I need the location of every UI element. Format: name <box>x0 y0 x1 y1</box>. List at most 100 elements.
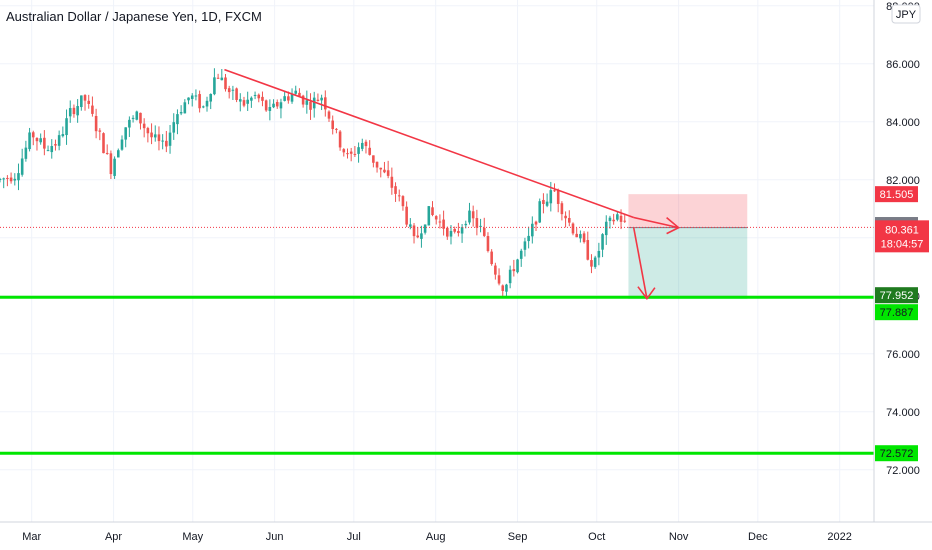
candle-body <box>590 260 593 267</box>
candle-body <box>105 152 109 154</box>
candle-body <box>397 195 401 197</box>
candle-body <box>128 119 131 128</box>
price-tick-label: 72.000 <box>886 465 920 477</box>
time-tick-label: Apr <box>105 531 122 543</box>
candle-body <box>324 97 327 110</box>
trend-arrow-shaft <box>633 216 679 229</box>
candle-body <box>13 178 17 181</box>
candle-body <box>120 139 124 150</box>
candle-body <box>68 108 72 117</box>
candle-body <box>460 227 464 234</box>
candle-body <box>216 77 220 79</box>
low-support-badge: 72.572 <box>875 445 918 462</box>
candle-body <box>523 241 527 250</box>
candle-body <box>360 142 364 149</box>
candle-body <box>405 206 408 225</box>
candle-body <box>305 100 309 105</box>
candle-body <box>457 230 460 234</box>
time-axis[interactable]: Mar Apr May Jun Jul Aug Sep Oct Nov Dec 2022 <box>22 531 852 543</box>
candle-body <box>560 203 564 215</box>
time-tick-label: Jun <box>266 531 284 543</box>
candle-body <box>623 220 627 222</box>
candle-body <box>316 99 320 101</box>
candle-body <box>420 233 423 239</box>
candle-body <box>227 88 231 93</box>
candle-body <box>202 106 205 108</box>
candle-body <box>471 211 475 219</box>
candle-body <box>287 96 290 101</box>
candle-body <box>575 233 578 238</box>
current-price-badge: 80.361 18:04:57 <box>875 220 929 253</box>
candle-body <box>172 122 176 133</box>
candle-body <box>253 94 257 96</box>
candle-body <box>593 257 597 267</box>
candle-body <box>412 225 416 237</box>
candle-body <box>508 269 512 284</box>
candle-body <box>490 251 493 265</box>
stop-price-badge-text: 81.505 <box>880 189 914 201</box>
currency-button[interactable]: JPY <box>891 4 921 24</box>
candle-body <box>553 190 556 192</box>
candle-body <box>2 178 5 180</box>
candle-body <box>50 146 54 153</box>
candle-body <box>135 111 139 120</box>
candle-body <box>31 132 35 138</box>
candle-body <box>538 201 542 223</box>
candle-body <box>116 150 120 158</box>
candle-body <box>283 96 286 101</box>
candle-body <box>545 201 549 206</box>
candle-body <box>519 250 523 259</box>
candle-body <box>482 227 486 236</box>
candle-body <box>28 132 31 150</box>
price-axis[interactable]: 88.00086.00084.00082.00080.00078.00076.0… <box>886 1 920 477</box>
candle-body <box>109 153 113 175</box>
candle-body <box>9 177 13 182</box>
candle-body <box>527 235 530 242</box>
candle-body <box>501 285 505 291</box>
countdown-text: 18:04:57 <box>881 238 924 250</box>
candle-body <box>131 117 135 119</box>
candle-body <box>0 179 2 181</box>
candle-body <box>187 97 190 101</box>
candle-body <box>43 137 46 149</box>
candle-body <box>438 221 442 223</box>
candle-body <box>364 141 368 147</box>
candle-body <box>113 158 116 176</box>
candle-body <box>279 102 283 109</box>
candle-body <box>261 96 264 101</box>
annotations <box>0 68 874 455</box>
candle-body <box>65 118 68 136</box>
low-support-badge-bg <box>875 445 918 462</box>
candle-body <box>139 112 142 124</box>
target-zone <box>628 227 748 300</box>
candle-body <box>54 144 57 146</box>
price-badges: 81.50580.40680.36118:04:5777.95277.88772… <box>875 186 929 462</box>
candle-body <box>327 111 331 119</box>
candle-body <box>224 77 227 90</box>
candle-body <box>209 93 213 102</box>
down-arrow-shaft <box>632 227 648 299</box>
candle-body <box>168 132 172 146</box>
candle-body <box>220 77 224 81</box>
candle-body <box>338 131 342 148</box>
candle-body <box>231 89 235 91</box>
candle-body <box>20 158 24 175</box>
candle-body <box>157 134 161 142</box>
stop-zone <box>628 194 748 228</box>
candle-body <box>250 97 253 101</box>
candle-body <box>179 112 183 114</box>
candle-body <box>268 107 272 111</box>
candle-body <box>468 210 471 223</box>
price-tick-label: 82.000 <box>886 175 920 187</box>
candle-body <box>534 221 538 225</box>
time-tick-label: Mar <box>22 531 41 543</box>
candle-body <box>453 228 456 232</box>
candle-body <box>494 265 497 275</box>
low-support-badge-text: 72.572 <box>880 448 914 460</box>
candle-body <box>298 92 301 97</box>
candle-body <box>582 233 586 243</box>
position-zones <box>628 194 748 300</box>
candle-body <box>124 127 127 140</box>
time-tick-label: Jul <box>347 531 361 543</box>
